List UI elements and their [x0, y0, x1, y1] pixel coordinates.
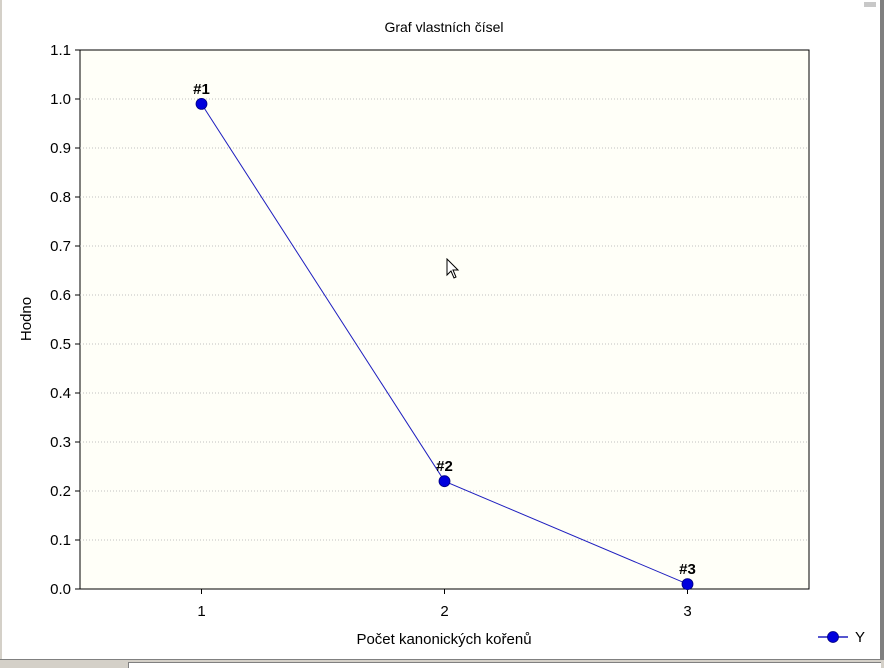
window-left-edge — [0, 0, 2, 668]
x-tick-label: 1 — [197, 603, 205, 620]
window-right-edge — [880, 0, 884, 668]
x-tick-label: 3 — [683, 603, 691, 620]
chart-title: Graf vlastních čísel — [384, 19, 503, 35]
y-tick-label: 1.0 — [50, 91, 71, 108]
y-tick-label: 0.9 — [50, 140, 71, 157]
y-tick-label: 0.8 — [50, 189, 71, 206]
data-point — [681, 578, 694, 590]
y-axis-ticks: 0.0 0.1 0.2 0.3 0.4 0.5 0.6 0.7 0.8 0.9 1.0 1.1 — [50, 42, 80, 598]
window-bottom-bar — [0, 659, 884, 668]
y-tick-label: 0.3 — [50, 434, 71, 451]
y-tick-label: 0.2 — [50, 483, 71, 500]
arrow-cursor-icon — [446, 258, 460, 279]
x-axis-ticks: 1 2 3 — [197, 589, 692, 620]
window-bottom-panel — [128, 662, 881, 668]
y-tick-label: 0.5 — [50, 336, 71, 353]
y-axis-label: Hodno — [18, 297, 35, 341]
legend-label: Y — [855, 629, 865, 646]
data-point-label: #2 — [436, 458, 453, 475]
x-tick-label: 2 — [440, 603, 448, 620]
legend-marker — [827, 631, 839, 643]
series-layer: #1 #2 #3 — [193, 81, 696, 590]
y-tick-label: 0.1 — [50, 532, 71, 549]
data-point-label: #1 — [193, 81, 210, 98]
y-tick-label: 0.0 — [50, 581, 71, 598]
data-point — [438, 475, 451, 488]
legend: Y — [818, 629, 865, 646]
data-point — [195, 98, 208, 110]
x-axis-label: Počet kanonických kořenů — [356, 631, 531, 648]
y-tick-label: 0.7 — [50, 238, 71, 255]
data-point-label: #3 — [679, 561, 696, 578]
y-tick-label: 1.1 — [50, 42, 71, 59]
y-tick-label: 0.4 — [50, 385, 71, 402]
window-corner-mark — [864, 2, 876, 7]
plot-area — [79, 49, 810, 590]
y-tick-label: 0.6 — [50, 287, 71, 304]
